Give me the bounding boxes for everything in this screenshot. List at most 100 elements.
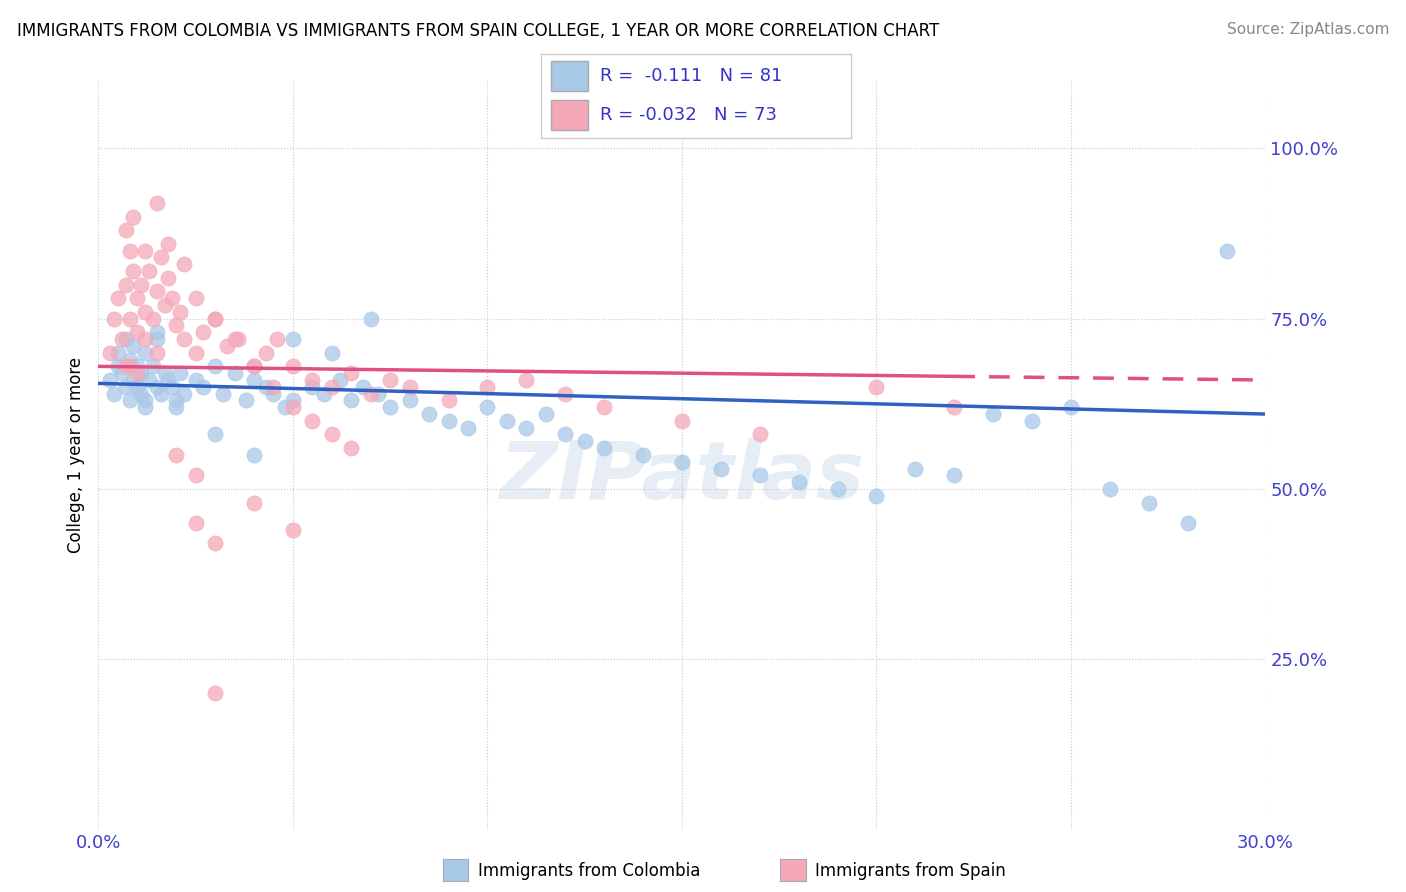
Point (477, 380, 499, 394)
Point (254, 345, 277, 359)
Point (787, 475, 810, 490)
Point (114, 380, 136, 394)
Point (312, 386, 335, 401)
Point (418, 407, 440, 421)
Point (243, 495, 266, 509)
Text: ZIPatlas: ZIPatlas (499, 438, 865, 516)
Point (321, 380, 343, 394)
Point (111, 332, 134, 346)
Point (127, 326, 149, 340)
Point (1137, 495, 1160, 509)
Point (748, 468, 770, 483)
Point (134, 393, 156, 408)
Point (118, 244, 141, 258)
Point (146, 195, 169, 210)
Point (142, 311, 165, 326)
Point (204, 427, 226, 442)
Point (437, 414, 460, 428)
Point (352, 380, 374, 394)
FancyBboxPatch shape (551, 62, 588, 91)
Point (184, 345, 207, 359)
Point (134, 305, 156, 319)
Point (169, 305, 191, 319)
Point (215, 339, 238, 353)
Point (321, 427, 343, 442)
Point (146, 285, 169, 299)
Point (169, 366, 191, 380)
Point (122, 264, 145, 278)
Point (515, 420, 537, 434)
Point (380, 401, 402, 415)
Point (129, 366, 152, 380)
Point (904, 461, 927, 475)
Point (235, 393, 257, 408)
Point (943, 468, 966, 483)
Point (204, 311, 226, 326)
Point (254, 380, 277, 394)
Point (340, 366, 363, 380)
FancyBboxPatch shape (551, 100, 588, 130)
Point (1215, 244, 1237, 258)
Point (118, 393, 141, 408)
Point (224, 332, 246, 346)
Point (321, 345, 343, 359)
Point (1060, 401, 1083, 415)
Point (228, 332, 250, 346)
Point (127, 291, 149, 305)
Point (515, 373, 537, 387)
Point (98, 373, 121, 387)
Point (184, 468, 207, 483)
Point (554, 386, 576, 401)
Text: R = -0.032   N = 73: R = -0.032 N = 73 (600, 106, 778, 124)
Text: R =  -0.111   N = 81: R = -0.111 N = 81 (600, 68, 783, 86)
Point (146, 332, 169, 346)
Point (301, 373, 323, 387)
Point (1177, 516, 1199, 530)
Point (114, 277, 136, 292)
Point (153, 298, 176, 312)
Point (748, 427, 770, 442)
Point (118, 352, 141, 367)
Point (129, 386, 152, 401)
Point (127, 380, 149, 394)
Point (146, 380, 169, 394)
Point (865, 489, 887, 503)
Point (281, 332, 304, 346)
Point (554, 427, 576, 442)
Point (138, 373, 160, 387)
Point (631, 448, 654, 462)
Point (380, 373, 402, 387)
Point (149, 251, 172, 265)
Point (165, 393, 187, 408)
Point (360, 386, 382, 401)
Point (534, 407, 557, 421)
Point (153, 366, 176, 380)
Point (98, 345, 121, 359)
Point (165, 448, 187, 462)
Point (204, 536, 226, 550)
Point (340, 393, 363, 408)
Point (243, 359, 266, 374)
Point (496, 414, 519, 428)
Point (710, 461, 733, 475)
Point (162, 380, 184, 394)
Point (103, 386, 125, 401)
Point (184, 291, 207, 305)
Point (157, 236, 180, 251)
Point (165, 401, 187, 415)
Point (865, 380, 887, 394)
Text: Immigrants from Spain: Immigrants from Spain (815, 862, 1007, 880)
Point (134, 332, 156, 346)
Point (173, 332, 195, 346)
Point (122, 339, 145, 353)
Point (146, 326, 169, 340)
Text: IMMIGRANTS FROM COLOMBIA VS IMMIGRANTS FROM SPAIN COLLEGE, 1 YEAR OR MORE CORREL: IMMIGRANTS FROM COLOMBIA VS IMMIGRANTS F… (17, 22, 939, 40)
Point (224, 366, 246, 380)
Point (118, 311, 141, 326)
Point (671, 455, 693, 469)
Point (457, 420, 479, 434)
Point (107, 345, 129, 359)
Point (281, 523, 304, 537)
Point (266, 332, 288, 346)
Point (184, 516, 207, 530)
